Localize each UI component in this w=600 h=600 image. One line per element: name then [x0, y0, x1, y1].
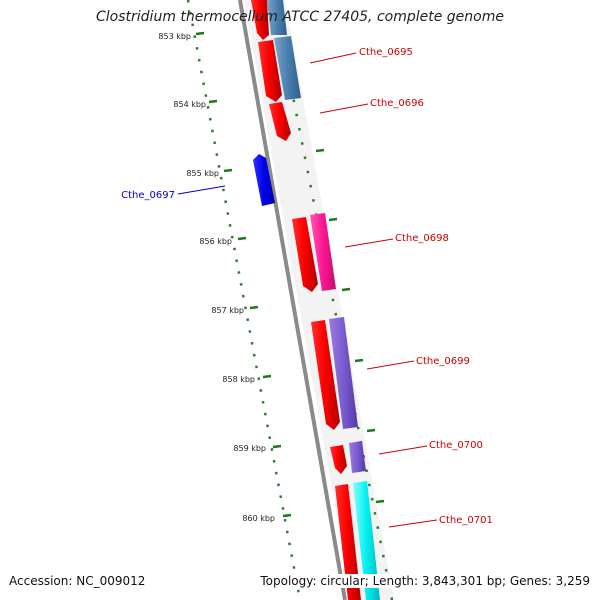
- ruler-label: 860 kbp: [242, 514, 275, 523]
- genome-summary: Topology: circular; Length: 3,843,301 bp…: [258, 574, 590, 588]
- gene-feature[interactable]: [292, 217, 318, 292]
- ruler-label: 858 kbp: [222, 375, 255, 384]
- ruler-tick: [195, 31, 205, 36]
- guide-tick: [354, 358, 364, 363]
- accession-text: Accession: NC_009012: [9, 574, 148, 588]
- ruler-tick: [223, 168, 233, 173]
- genome-backbone: [238, 0, 347, 600]
- ruler-tick: [208, 99, 218, 104]
- ruler-tick: [282, 513, 292, 518]
- gene-labels: Cthe_0695 Cthe_0696 Cthe_0697 Cthe_0698 …: [121, 47, 493, 526]
- gene-feature[interactable]: [349, 441, 366, 473]
- map-title: Clostridium thermocellum ATCC 27405, com…: [96, 9, 504, 25]
- guide-tick: [315, 148, 325, 153]
- ruler-label: 854 kbp: [173, 100, 206, 109]
- connector-line: [388, 519, 438, 528]
- ruler-tick: [262, 374, 272, 379]
- gene-feature[interactable]: [335, 484, 361, 600]
- connector-line: [309, 52, 357, 64]
- connector-line: [319, 103, 369, 114]
- gene-feature[interactable]: [253, 154, 275, 206]
- gene-label[interactable]: Cthe_0699: [416, 356, 470, 367]
- gene-feature[interactable]: [251, 0, 269, 40]
- ruler-label: 857 kbp: [211, 306, 244, 315]
- connector-line: [177, 185, 226, 195]
- gene-feature[interactable]: [258, 40, 282, 102]
- gene-feature[interactable]: [330, 445, 347, 474]
- ruler-label: 856 kbp: [199, 237, 232, 246]
- gene-feature[interactable]: [274, 36, 301, 100]
- connector-line: [366, 360, 415, 370]
- gene-label[interactable]: Cthe_0697: [121, 190, 175, 201]
- gene-feature[interactable]: [310, 213, 336, 291]
- ruler-label: 855 kbp: [186, 169, 219, 178]
- gene-feature[interactable]: [353, 481, 380, 600]
- gene-feature[interactable]: [269, 102, 291, 141]
- ruler-tick: [249, 305, 259, 310]
- guide-tick: [328, 217, 338, 222]
- ruler-label: 853 kbp: [158, 32, 191, 41]
- ruler-labels: 853 kbp 854 kbp 855 kbp 856 kbp 857 kbp …: [158, 32, 275, 523]
- gene-feature[interactable]: [329, 317, 358, 429]
- gene-feature[interactable]: [311, 320, 340, 430]
- gene-label[interactable]: Cthe_0696: [370, 98, 424, 109]
- guide-tick: [341, 287, 351, 292]
- label-connectors: [177, 52, 438, 528]
- connector-line: [378, 445, 428, 455]
- connector-line: [344, 238, 394, 248]
- gene-label[interactable]: Cthe_0700: [429, 440, 483, 451]
- ruler-tick: [237, 236, 247, 241]
- gene-feature[interactable]: [267, 0, 287, 35]
- gene-label[interactable]: Cthe_0698: [395, 233, 449, 244]
- gene-label[interactable]: Cthe_0701: [439, 515, 493, 526]
- gene-features: [251, 0, 380, 600]
- guide-tick: [375, 499, 385, 504]
- gene-label[interactable]: Cthe_0695: [359, 47, 413, 58]
- ruler-label: 859 kbp: [233, 444, 266, 453]
- ruler-tick: [272, 444, 282, 449]
- outer-dotted-guide: [272, 0, 394, 600]
- guide-tick: [366, 428, 376, 433]
